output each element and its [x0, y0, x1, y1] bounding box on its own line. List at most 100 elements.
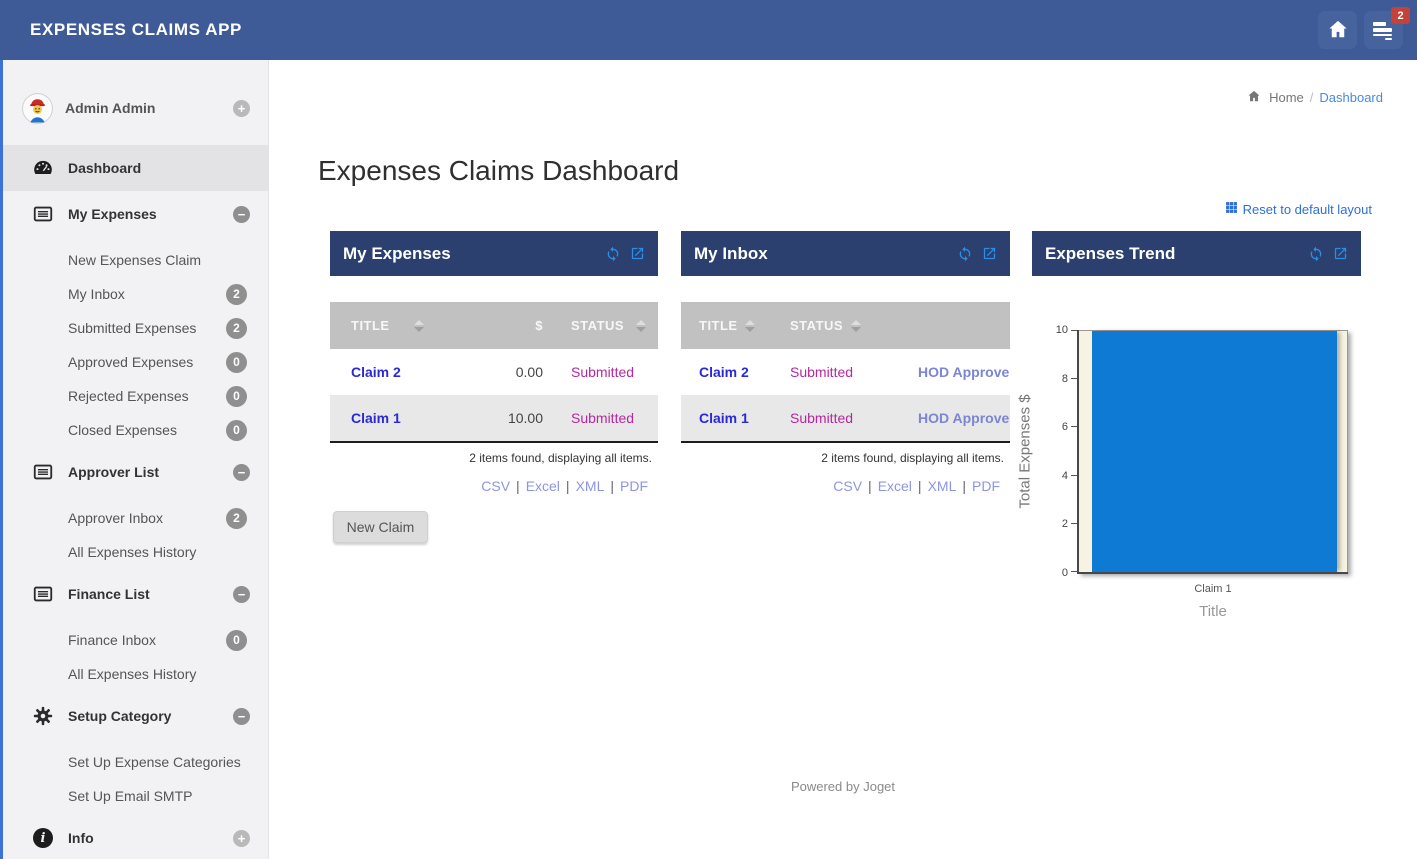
sidebar-item-all-expenses-history[interactable]: All Expenses History: [68, 544, 197, 560]
claim-link[interactable]: Claim 2: [351, 364, 401, 380]
breadcrumb-home-link[interactable]: Home: [1269, 90, 1304, 105]
collapse-toggle[interactable]: −: [233, 205, 250, 223]
sidebar-item-all-expenses-history-finance[interactable]: All Expenses History: [68, 666, 197, 682]
count-badge: 2: [226, 283, 247, 305]
sidebar-item-label: Setup Category: [68, 708, 172, 724]
sort-icon: [413, 319, 424, 332]
export-xml-link[interactable]: XML: [575, 478, 605, 494]
export-links: CSV | Excel | XML | PDF: [833, 478, 1000, 494]
sidebar-item-setup-expense-categories[interactable]: Set Up Expense Categories: [68, 754, 241, 770]
sidebar-item-approver-list[interactable]: Approver List −: [3, 449, 268, 495]
x-category-label: Claim 1: [1194, 583, 1232, 595]
list-icon: [32, 461, 54, 483]
export-pdf-link[interactable]: PDF: [620, 478, 648, 494]
export-csv-link[interactable]: CSV: [481, 478, 511, 494]
export-csv-link[interactable]: CSV: [833, 478, 863, 494]
sidebar-item-dashboard[interactable]: Dashboard: [3, 145, 268, 191]
hod-approve-link[interactable]: HOD Approve: [918, 364, 1010, 380]
column-header-status[interactable]: STATUS: [543, 318, 658, 333]
x-axis-line: [1077, 572, 1348, 574]
finance-submenu: Finance Inbox 0 All Expenses History: [3, 617, 268, 693]
sort-icon: [636, 319, 646, 332]
export-excel-link[interactable]: Excel: [525, 478, 560, 494]
my-expenses-panel: My Expenses TITLE $: [330, 231, 658, 494]
open-in-new-icon[interactable]: [630, 246, 645, 262]
sidebar-item-new-expenses-claim[interactable]: New Expenses Claim: [68, 252, 202, 268]
count-badge: 2: [226, 317, 247, 339]
sidebar-item-approver-inbox[interactable]: Approver Inbox 2: [3, 501, 268, 535]
column-header-title[interactable]: TITLE: [330, 318, 501, 333]
setup-submenu: Set Up Expense Categories Set Up Email S…: [3, 739, 268, 815]
navbar-actions: 2: [1318, 7, 1410, 49]
inbox-button[interactable]: 2: [1364, 7, 1410, 49]
sidebar-item-submitted-expenses[interactable]: Submitted Expenses 2: [3, 311, 268, 345]
open-in-new-icon[interactable]: [1333, 246, 1348, 262]
sort-icon: [851, 319, 862, 332]
sidebar-item-label: Approver List: [68, 464, 160, 480]
claim-link[interactable]: Claim 1: [351, 410, 401, 426]
sidebar-item-info[interactable]: Info +: [3, 815, 268, 859]
column-header-title[interactable]: TITLE: [681, 318, 790, 333]
refresh-icon[interactable]: [957, 246, 973, 262]
refresh-icon[interactable]: [1308, 246, 1324, 262]
items-found-summary: 2 items found, displaying all items.: [821, 451, 1004, 465]
panel-header: My Expenses: [330, 231, 658, 276]
open-in-new-icon[interactable]: [982, 246, 997, 262]
sidebar-item-setup-email-smtp[interactable]: Set Up Email SMTP: [68, 788, 193, 804]
user-avatar[interactable]: [22, 93, 53, 124]
plot-area: [1071, 330, 1348, 574]
inbox-count-badge: 2: [1391, 7, 1410, 24]
panel-header: Expenses Trend: [1032, 231, 1361, 276]
expenses-trend-panel: Expenses Trend Total Expenses $: [1017, 231, 1361, 620]
inbox-list-icon: [1373, 21, 1394, 40]
bar-claim-1: [1092, 331, 1337, 572]
export-pdf-link[interactable]: PDF: [972, 478, 1000, 494]
panel-title: Expenses Trend: [1045, 243, 1176, 263]
y-axis-line: [1077, 330, 1079, 574]
table-row: Claim 2 0.00 Submitted: [330, 349, 658, 395]
column-header-status[interactable]: STATUS: [790, 318, 890, 333]
sidebar: Admin Admin + Dash: [0, 60, 269, 859]
export-xml-link[interactable]: XML: [927, 478, 957, 494]
table-row: Claim 1 Submitted HOD Approve: [681, 395, 1010, 441]
x-axis-title: Title: [1199, 603, 1227, 620]
breadcrumb-current: Dashboard: [1319, 90, 1383, 105]
panel-header: My Inbox: [681, 231, 1010, 276]
collapse-toggle[interactable]: −: [233, 707, 250, 725]
refresh-icon[interactable]: [605, 246, 621, 262]
hod-approve-link[interactable]: HOD Approve: [918, 410, 1010, 426]
claim-link[interactable]: Claim 2: [699, 364, 749, 380]
home-button[interactable]: [1318, 11, 1357, 49]
info-icon: [32, 827, 54, 849]
status-text: Submitted: [571, 364, 635, 380]
sidebar-item-rejected-expenses[interactable]: Rejected Expenses 0: [3, 379, 268, 413]
sidebar-item-my-expenses[interactable]: My Expenses −: [3, 191, 268, 237]
sidebar-item-closed-expenses[interactable]: Closed Expenses 0: [3, 413, 268, 447]
sidebar-item-setup-category[interactable]: Setup Category −: [3, 693, 268, 739]
count-badge: 0: [226, 385, 247, 407]
sidebar-item-my-inbox[interactable]: My Inbox 2: [3, 277, 268, 311]
sidebar-item-finance-inbox[interactable]: Finance Inbox 0: [3, 623, 268, 657]
reset-layout-link[interactable]: Reset to default layout: [1225, 201, 1372, 217]
breadcrumb: Home / Dashboard: [1247, 89, 1383, 106]
table-footer-divider: [681, 441, 1010, 443]
sidebar-item-finance-list[interactable]: Finance List −: [3, 571, 268, 617]
table-header: TITLE STATUS: [681, 302, 1010, 349]
collapse-toggle[interactable]: −: [233, 463, 250, 481]
claim-link[interactable]: Claim 1: [699, 410, 749, 426]
expand-toggle[interactable]: +: [233, 829, 250, 847]
collapse-toggle[interactable]: −: [233, 585, 250, 603]
user-expand-toggle[interactable]: +: [233, 100, 250, 117]
new-claim-button[interactable]: New Claim: [333, 511, 428, 543]
list-icon: [32, 203, 54, 225]
count-badge: 0: [226, 351, 247, 373]
main-content: Home / Dashboard Expenses Claims Dashboa…: [269, 60, 1417, 859]
export-excel-link[interactable]: Excel: [877, 478, 912, 494]
table-row: Claim 2 Submitted HOD Approve: [681, 349, 1010, 395]
column-header-amount[interactable]: $: [535, 318, 543, 333]
sidebar-item-approved-expenses[interactable]: Approved Expenses 0: [3, 345, 268, 379]
panel-title: My Expenses: [343, 243, 451, 263]
my-expenses-submenu: New Expenses Claim My Inbox 2 Submitted …: [3, 237, 268, 449]
amount-cell: 10.00: [507, 410, 543, 426]
